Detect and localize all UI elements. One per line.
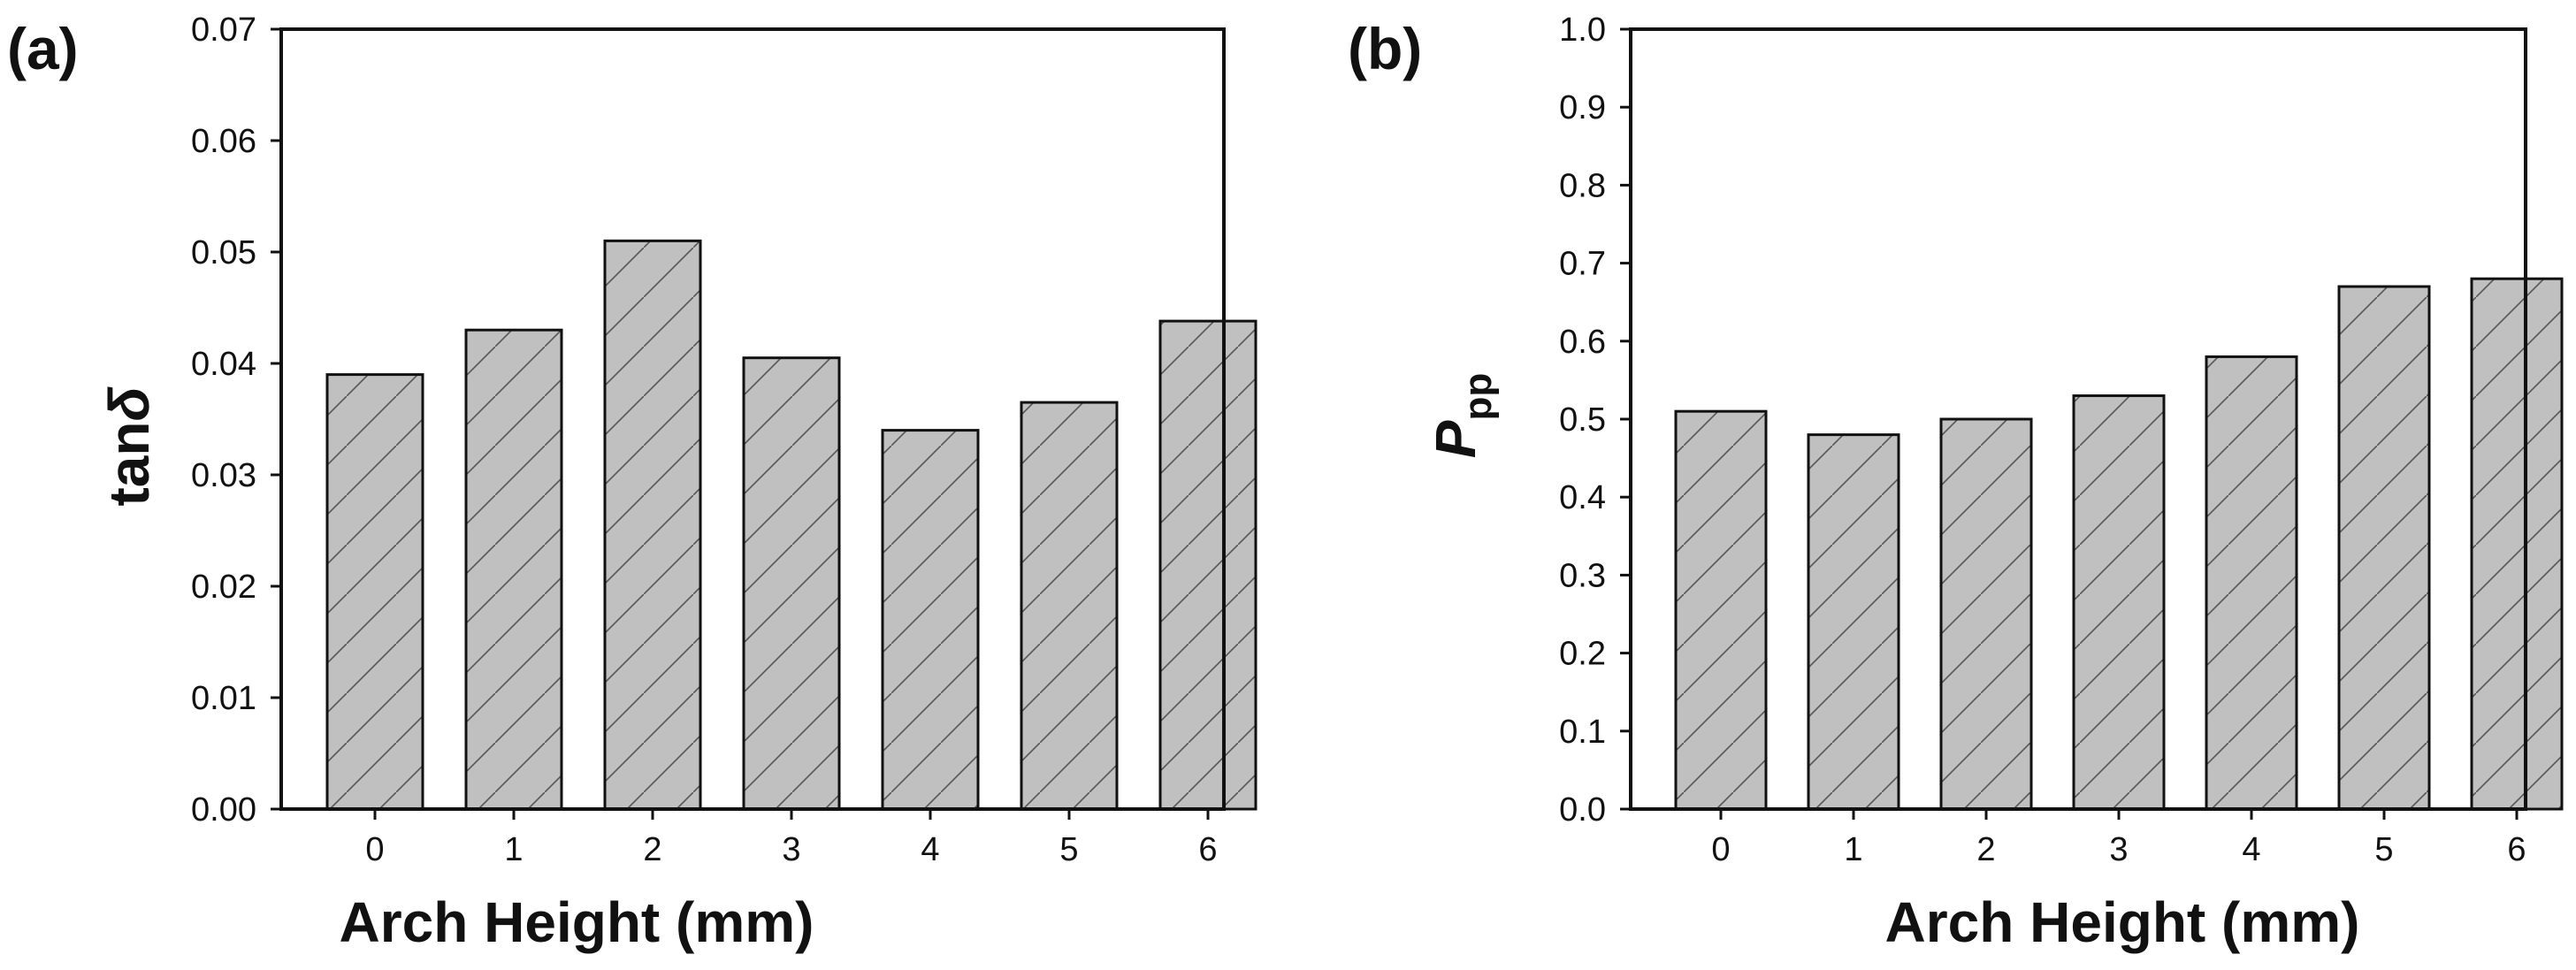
- panel-a-bar-3: [742, 356, 841, 811]
- panel-b-ytick-label: 0.1: [1559, 714, 1606, 751]
- panel-a-bar-5: [1020, 401, 1119, 811]
- panel-b-ytick-label: 0.6: [1559, 324, 1606, 361]
- panel-a-ylabel-text: tan: [97, 422, 161, 507]
- panel-b-ytick-label: 0.2: [1559, 636, 1606, 673]
- panel-a-xtick-label: 4: [921, 831, 939, 868]
- panel-b-xtick-label: 5: [2374, 831, 2393, 868]
- panel-b-ytick-label: 0.8: [1559, 167, 1606, 204]
- panel-a-bar-0: [325, 373, 424, 811]
- panel-b-xtick-label: 0: [1711, 831, 1730, 868]
- panel-a-bar-4: [881, 429, 980, 811]
- panel-a-ytick-label: 0.05: [191, 234, 256, 271]
- panel-b-ytick-label: 0.4: [1559, 479, 1606, 516]
- panel-a-xtick-label: 0: [365, 831, 384, 868]
- panel-b-bar-6: [2470, 277, 2564, 811]
- panel-a-bar-6: [1158, 319, 1257, 811]
- panel-b-ylabel: Ppp: [1424, 373, 1500, 458]
- panel-a-xtick-label: 3: [782, 831, 800, 868]
- panel-a-xlabel: Arch Height (mm): [340, 890, 814, 954]
- panel-b-bar-2: [1939, 417, 2033, 811]
- panel-b-ytick-label: 1.0: [1559, 11, 1606, 49]
- panel-a-xtick-label: 5: [1059, 831, 1078, 868]
- panel-a-ytick-label: 0.00: [191, 791, 256, 829]
- panel-a-ytick-label: 0.01: [191, 680, 256, 717]
- panel-b-ylabel-letter: P: [1424, 420, 1487, 458]
- panel-b-ytick-label: 0.7: [1559, 246, 1606, 283]
- panel-a-ylabel-symbol: δ: [97, 386, 161, 422]
- panel-a-ytick-label: 0.06: [191, 123, 256, 160]
- panel-a-bar-1: [464, 328, 563, 811]
- panel-a-label: (a): [7, 16, 79, 81]
- panel-b-bar-5: [2337, 285, 2431, 811]
- panel-b-xtick-label: 4: [2242, 831, 2260, 868]
- panel-b-xtick-label: 2: [1976, 831, 1995, 868]
- panel-b-xtick-label: 3: [2109, 831, 2128, 868]
- panel-b-bar-0: [1674, 409, 1768, 811]
- panel-a-xtick-label: 2: [643, 831, 661, 868]
- panel-a-xtick-label: 1: [504, 831, 523, 868]
- panel-a-ytick-label: 0.02: [191, 569, 256, 606]
- panel-b-ytick-label: 0.9: [1559, 89, 1606, 126]
- panel-b-bar-3: [2072, 394, 2166, 811]
- panel-b-ylabel-subscript: pp: [1456, 373, 1500, 421]
- panel-b-xtick-label: 1: [1844, 831, 1862, 868]
- panel-b-ytick-label: 0.3: [1559, 557, 1606, 594]
- panel-a-ylabel: tanδ: [97, 386, 161, 507]
- panel-b: (b) Ppp Arch Height (mm) 0 1 2 3 4 5 6 0.0 0.1 0.…: [1348, 11, 2564, 954]
- panel-a: (a) tanδ Arch Height (mm) 0 1 2 3 4 5 6 0.00 0.0…: [7, 11, 1257, 954]
- panel-b-xtick-label: 6: [2507, 831, 2526, 868]
- panel-b-ytick-label: 0.0: [1559, 791, 1606, 829]
- panel-a-ytick-label: 0.03: [191, 457, 256, 494]
- panel-b-bar-4: [2205, 355, 2298, 811]
- panel-b-xlabel: Arch Height (mm): [1885, 890, 2360, 954]
- panel-b-label: (b): [1348, 16, 1422, 81]
- panel-a-ytick-label: 0.07: [191, 11, 256, 49]
- panel-a-xtick-label: 6: [1198, 831, 1217, 868]
- panel-a-frame: [279, 27, 1226, 811]
- panel-b-bar-1: [1807, 433, 1900, 811]
- panel-b-frame: [1629, 27, 2527, 811]
- panel-a-bar-2: [603, 239, 702, 811]
- panel-a-ytick-label: 0.04: [191, 346, 256, 383]
- panel-b-ytick-label: 0.5: [1559, 401, 1606, 439]
